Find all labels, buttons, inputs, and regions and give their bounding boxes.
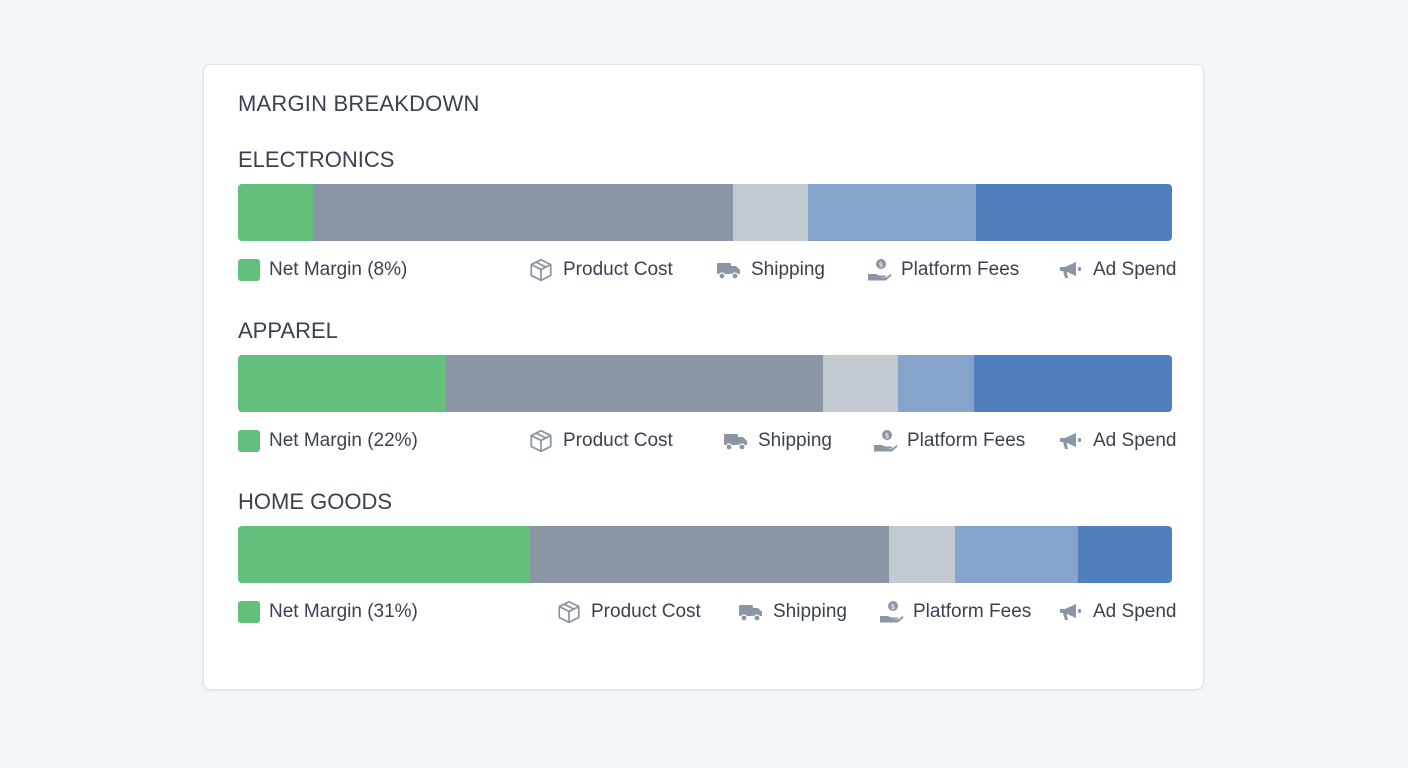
bar-segment-platform-fees bbox=[898, 355, 974, 412]
category-section: ELECTRONICS Net Margin (8%) Product Cost… bbox=[238, 147, 1176, 285]
box-icon bbox=[528, 257, 554, 283]
margin-breakdown-card: MARGIN BREAKDOWN ELECTRONICS Net Margin … bbox=[203, 64, 1204, 690]
legend-label: Shipping bbox=[773, 601, 847, 622]
bar-segment-shipping bbox=[888, 526, 955, 583]
legend-label: Product Cost bbox=[563, 259, 673, 280]
legend: Net Margin (8%) Product Cost Shipping $ … bbox=[238, 255, 1176, 285]
legend-item-platform-fees: $ Platform Fees bbox=[872, 426, 1025, 456]
hand-coin-icon: $ bbox=[866, 257, 892, 283]
box-icon bbox=[528, 428, 554, 454]
legend-label: Product Cost bbox=[563, 430, 673, 451]
bar-segment-product-cost bbox=[530, 526, 889, 583]
legend-label: Ad Spend bbox=[1093, 601, 1177, 622]
bar-segment-shipping bbox=[733, 184, 808, 241]
stacked-bar bbox=[238, 526, 1172, 583]
legend-item-platform-fees: $ Platform Fees bbox=[866, 255, 1019, 285]
bar-segment-product-cost bbox=[312, 184, 734, 241]
legend-label: Ad Spend bbox=[1093, 259, 1177, 280]
legend-item-net-margin: Net Margin (8%) bbox=[238, 255, 407, 285]
legend-label: Platform Fees bbox=[907, 430, 1026, 451]
bar-segment-ad-spend bbox=[973, 355, 1172, 412]
truck-icon bbox=[723, 430, 749, 452]
bar-segment-product-cost bbox=[445, 355, 823, 412]
bar-segment-net-margin bbox=[238, 526, 531, 583]
legend-item-net-margin: Net Margin (22%) bbox=[238, 426, 418, 456]
legend-label: Platform Fees bbox=[901, 259, 1020, 280]
svg-text:$: $ bbox=[879, 261, 883, 269]
legend-label: Net Margin (8%) bbox=[269, 259, 408, 280]
legend-item-shipping: Shipping bbox=[723, 426, 832, 456]
net-margin-swatch bbox=[238, 601, 260, 623]
legend-label: Net Margin (22%) bbox=[269, 430, 418, 451]
legend-item-shipping: Shipping bbox=[738, 597, 847, 627]
hand-coin-icon: $ bbox=[872, 428, 898, 454]
hand-coin-icon: $ bbox=[878, 599, 904, 625]
bar-segment-ad-spend bbox=[975, 184, 1172, 241]
net-margin-swatch bbox=[238, 430, 260, 452]
legend-label: Platform Fees bbox=[913, 601, 1032, 622]
truck-icon bbox=[716, 259, 742, 281]
legend-item-shipping: Shipping bbox=[716, 255, 825, 285]
bar-segment-platform-fees bbox=[955, 526, 1078, 583]
svg-text:$: $ bbox=[891, 603, 895, 611]
megaphone-icon bbox=[1058, 430, 1084, 452]
svg-text:$: $ bbox=[885, 432, 889, 440]
legend-item-platform-fees: $ Platform Fees bbox=[878, 597, 1031, 627]
card-title: MARGIN BREAKDOWN bbox=[238, 91, 480, 116]
category-section: APPAREL Net Margin (22%) Product Cost Sh… bbox=[238, 318, 1176, 456]
legend-item-ad-spend: Ad Spend bbox=[1058, 255, 1176, 285]
legend-label: Net Margin (31%) bbox=[269, 601, 418, 622]
stacked-bar bbox=[238, 184, 1172, 241]
category-title: APPAREL bbox=[238, 318, 338, 343]
category-section: HOME GOODS Net Margin (31%) Product Cost… bbox=[238, 489, 1176, 627]
bar-segment-shipping bbox=[822, 355, 899, 412]
legend-label: Shipping bbox=[751, 259, 825, 280]
legend-item-ad-spend: Ad Spend bbox=[1058, 597, 1176, 627]
truck-icon bbox=[738, 601, 764, 623]
legend-item-product-cost: Product Cost bbox=[528, 426, 673, 456]
category-title: HOME GOODS bbox=[238, 489, 393, 514]
box-icon bbox=[556, 599, 582, 625]
bar-segment-ad-spend bbox=[1077, 526, 1172, 583]
legend-item-net-margin: Net Margin (31%) bbox=[238, 597, 418, 627]
bar-segment-net-margin bbox=[238, 355, 446, 412]
stacked-bar bbox=[238, 355, 1172, 412]
legend-label: Shipping bbox=[758, 430, 832, 451]
legend: Net Margin (22%) Product Cost Shipping $… bbox=[238, 426, 1176, 456]
megaphone-icon bbox=[1058, 259, 1084, 281]
legend: Net Margin (31%) Product Cost Shipping $… bbox=[238, 597, 1176, 627]
legend-item-ad-spend: Ad Spend bbox=[1058, 426, 1176, 456]
legend-item-product-cost: Product Cost bbox=[528, 255, 673, 285]
bar-segment-platform-fees bbox=[807, 184, 976, 241]
category-title: ELECTRONICS bbox=[238, 147, 395, 172]
legend-label: Ad Spend bbox=[1093, 430, 1177, 451]
legend-item-product-cost: Product Cost bbox=[556, 597, 701, 627]
megaphone-icon bbox=[1058, 601, 1084, 623]
bar-segment-net-margin bbox=[238, 184, 313, 241]
net-margin-swatch bbox=[238, 259, 260, 281]
legend-label: Product Cost bbox=[591, 601, 701, 622]
